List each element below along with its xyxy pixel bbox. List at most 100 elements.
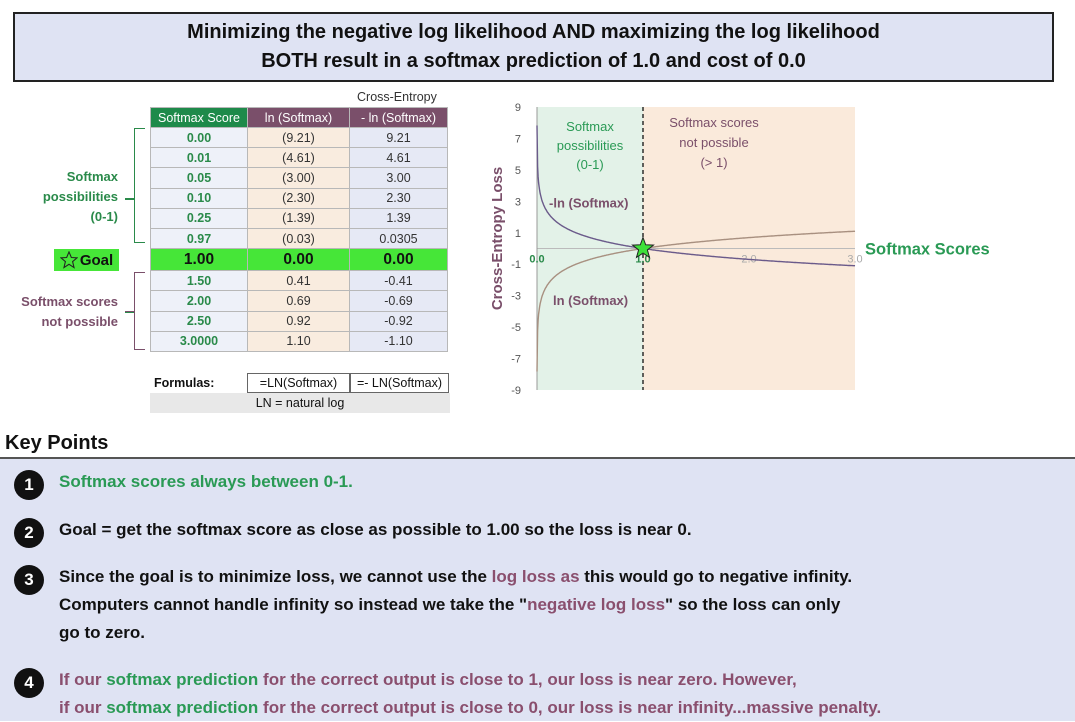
cell-ln-softmax: 1.10 (247, 330, 350, 352)
key-point-segment: Since the goal is to minimize loss, we c… (59, 567, 492, 586)
cell-ln-softmax: 0.41 (247, 270, 350, 292)
formula-note: LN = natural log (150, 393, 450, 413)
key-point-number: 1 (14, 470, 44, 500)
table-row: 0.25 (1.39) 1.39 (150, 207, 448, 229)
header-ln-softmax: ln (Softmax) (247, 107, 350, 128)
x-tick-label: 1.0 (635, 254, 650, 266)
table-row: 3.0000 1.10 -1.10 (150, 330, 448, 352)
y-tick-label: 5 (515, 165, 521, 177)
key-point-number: 3 (14, 565, 44, 595)
series-neg-ln-softmax (536, 125, 856, 267)
softmax-table: Softmax Score ln (Softmax) - ln (Softmax… (150, 107, 448, 352)
key-point-text: Since the goal is to minimize loss, we c… (59, 563, 852, 647)
cell-ln-softmax: (1.39) (247, 207, 350, 229)
key-point-text: If our softmax prediction for the correc… (59, 666, 881, 722)
y-tick-label: 1 (515, 228, 521, 240)
cell-softmax-score: 0.10 (150, 187, 248, 209)
cell-neg-ln-softmax: 3.00 (349, 167, 448, 189)
x-tick-label: 3.0 (847, 254, 862, 266)
key-point-segment: If our (59, 670, 107, 689)
formulas-row: Formulas: =LN(Softmax) =- LN(Softmax) (150, 373, 450, 393)
key-point-segment: negative log loss (527, 595, 666, 614)
key-point-number: 2 (14, 518, 44, 548)
label-softmax-possibilities: Softmax possibilities (0-1) (20, 167, 118, 227)
table-row: 0.97 (0.03) 0.0305 (150, 227, 448, 250)
table-row: 1.50 0.41 -0.41 (150, 270, 448, 292)
key-point-line: Since the goal is to minimize loss, we c… (59, 563, 852, 591)
y-tick-label: -9 (511, 385, 521, 397)
key-point-segment: go to zero. (59, 623, 145, 642)
key-point-segment: softmax prediction (106, 698, 259, 717)
table-row: 0.00 (9.21) 9.21 (150, 126, 448, 149)
cell-ln-softmax: (0.03) (247, 227, 350, 250)
x-axis-label: Softmax Scores (865, 241, 990, 259)
key-point-segment: Softmax scores always between 0-1. (59, 472, 353, 491)
bracket-not-possible-tick (125, 311, 134, 313)
bracket-possible-tick (125, 198, 134, 200)
table-row-goal: 1.00 0.00 0.00 (150, 248, 448, 272)
region-label-possible: (0-1) (576, 157, 603, 172)
cell-softmax-score: 1.50 (150, 270, 248, 292)
cell-softmax-score: 1.00 (150, 248, 248, 272)
series-ln-softmax (536, 230, 856, 372)
cell-neg-ln-softmax: 9.21 (349, 126, 448, 149)
table-row: 2.50 0.92 -0.92 (150, 310, 448, 332)
key-points-title: Key Points (5, 432, 109, 454)
star-icon (631, 236, 655, 259)
key-points-panel: 1 Softmax scores always between 0-1. 2 Goal… (0, 459, 1075, 721)
label-possible-line-1: Softmax (66, 169, 118, 184)
cell-ln-softmax: (9.21) (247, 126, 350, 149)
key-point-segment: for the correct output is close to 0, ou… (258, 698, 882, 717)
goal-label: Goal (79, 251, 114, 269)
y-tick-label: -1 (511, 259, 521, 271)
key-point-segment: softmax prediction (106, 670, 259, 689)
star-icon (59, 251, 78, 269)
cell-softmax-score: 3.0000 (150, 330, 248, 352)
key-point-text: Softmax scores always between 0-1. (59, 468, 353, 496)
cell-ln-softmax: 0.69 (247, 290, 350, 312)
series-label-neg-ln: -ln (Softmax) (549, 196, 628, 211)
region-label-not-possible: (> 1) (700, 155, 727, 170)
y-axis-label: Cross-Entropy Loss (489, 167, 506, 310)
bracket-not-possible (134, 272, 145, 350)
label-possible-line-2: possibilities (42, 189, 118, 204)
y-tick-label: 9 (515, 102, 521, 114)
cell-neg-ln-softmax: -0.41 (349, 270, 448, 292)
key-point-segment: Computers cannot handle infinity so inst… (59, 595, 528, 614)
cell-softmax-score: 0.97 (150, 227, 248, 250)
header-neg-ln-softmax: - ln (Softmax) (349, 107, 448, 128)
cell-ln-softmax: (2.30) (247, 187, 350, 209)
label-not-possible-line-1: Softmax scores (21, 294, 118, 309)
table-row: 0.10 (2.30) 2.30 (150, 187, 448, 209)
cell-neg-ln-softmax: -0.92 (349, 310, 448, 332)
key-point-line: if our softmax prediction for the correc… (59, 694, 881, 722)
cell-ln-softmax: (4.61) (247, 147, 350, 169)
key-point-line: Goal = get the softmax score as close as… (59, 516, 692, 544)
header-softmax-score: Softmax Score (150, 107, 248, 128)
key-point-segment: log loss as (491, 567, 580, 586)
formula-ln: =LN(Softmax) (247, 373, 350, 393)
key-point-segment: " so the loss can only (665, 595, 841, 614)
title-box: Minimizing the negative log likelihood A… (13, 12, 1054, 82)
key-point-segment: for the correct output is close to 1, ou… (258, 670, 797, 689)
label-not-possible-line-2: not possible (41, 314, 118, 329)
series-label-ln: ln (Softmax) (553, 293, 628, 308)
key-point-line: If our softmax prediction for the correc… (59, 666, 881, 694)
cell-ln-softmax: 0.00 (247, 248, 350, 272)
table-row: 2.00 0.69 -0.69 (150, 290, 448, 312)
region-label-possible: Softmax (566, 119, 614, 134)
formulas-label: Formulas: (154, 376, 215, 390)
y-tick-label: -3 (511, 291, 521, 303)
cell-softmax-score: 0.05 (150, 167, 248, 189)
table-header-row: Softmax Score ln (Softmax) - ln (Softmax… (150, 107, 448, 128)
region-label-possible: possibilities (557, 138, 624, 153)
cell-neg-ln-softmax: 1.39 (349, 207, 448, 229)
cell-softmax-score: 0.00 (150, 126, 248, 149)
cell-softmax-score: 2.50 (150, 310, 248, 332)
y-tick-label: 7 (515, 133, 521, 145)
title-line-1: Minimizing the negative log likelihood A… (187, 21, 880, 43)
goal-badge: Goal (54, 249, 119, 271)
cell-softmax-score: 2.00 (150, 290, 248, 312)
bracket-possible (134, 128, 145, 243)
